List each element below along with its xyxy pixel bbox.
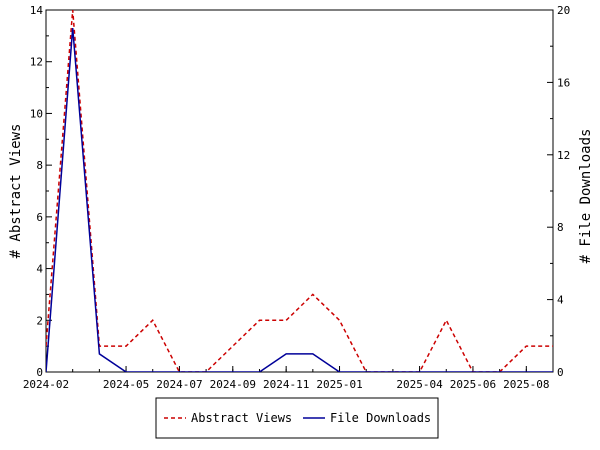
y-right-tick-label: 0 <box>557 366 564 379</box>
y-left-tick-label: 2 <box>36 314 43 327</box>
y-left-tick-label: 14 <box>30 4 44 17</box>
x-tick-label: 2024-09 <box>210 378 256 391</box>
y-axis-left-title: # Abstract Views <box>8 124 24 259</box>
y-left-tick-label: 12 <box>30 56 43 69</box>
legend-label-file-downloads: File Downloads <box>330 411 431 425</box>
legend-box <box>155 397 439 439</box>
x-tick-label: 2025-01 <box>316 378 362 391</box>
y-left-tick-label: 8 <box>36 159 43 172</box>
plot-frame <box>45 9 554 373</box>
x-tick-label: 2025-04 <box>396 378 443 391</box>
x-tick-label: 2025-08 <box>503 378 549 391</box>
x-tick-label: 2024-11 <box>263 378 309 391</box>
series-line-file-downloads <box>46 28 553 372</box>
y-axis-right-title: # File Downloads <box>578 129 594 264</box>
x-axis: 2024-02 2024-05 2024-07 2024-09 2024-11 2025-… <box>23 366 554 391</box>
x-tick-label: 2024-07 <box>156 378 202 391</box>
y-right-tick-label: 16 <box>557 76 570 89</box>
y-right-tick-label: 4 <box>557 294 564 307</box>
y-axis-right: 0 4 8 12 16 20 <box>547 4 570 379</box>
y-axis-left: 0 2 4 6 8 10 12 14 <box>30 4 52 379</box>
x-tick-label: 2025-06 <box>450 378 496 391</box>
legend: Abstract Views File Downloads <box>155 397 439 439</box>
y-right-tick-label: 12 <box>557 149 570 162</box>
y-left-tick-label: 10 <box>30 107 43 120</box>
x-tick-label: 2024-02 <box>23 378 69 391</box>
series-line-abstract-views <box>46 10 553 372</box>
series-layer <box>46 10 553 372</box>
y-left-tick-label: 4 <box>36 263 43 276</box>
y-right-tick-label: 20 <box>557 4 570 17</box>
y-left-tick-label: 0 <box>36 366 43 379</box>
legend-label-abstract-views: Abstract Views <box>191 411 292 425</box>
x-tick-label: 2024-05 <box>103 378 149 391</box>
y-left-tick-label: 6 <box>36 211 43 224</box>
y-right-tick-label: 8 <box>557 221 564 234</box>
